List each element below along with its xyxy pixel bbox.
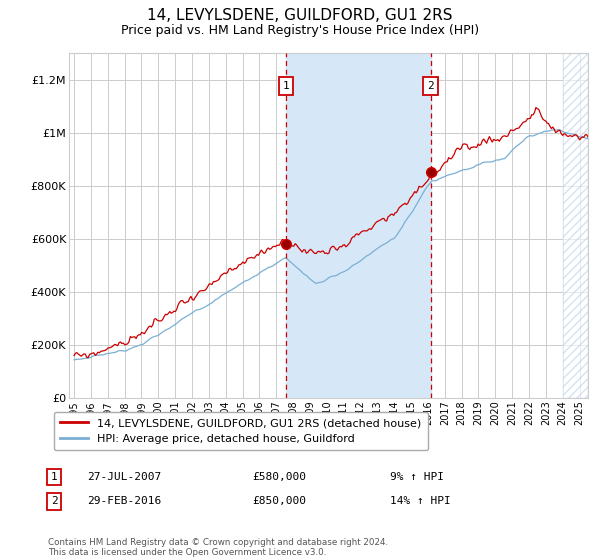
HPI: Average price, detached house, Guildford: (2.01e+03, 4.95e+05): Average price, detached house, Guildford… (348, 263, 355, 270)
Text: 14% ↑ HPI: 14% ↑ HPI (390, 496, 451, 506)
Bar (286, 53, 431, 398)
Text: 29-FEB-2016: 29-FEB-2016 (87, 496, 161, 506)
HPI: Average price, detached house, Guildford: (2.02e+03, 7.91e+05): Average price, detached house, Guildford… (422, 185, 430, 192)
14, LEVYLSDENE, GUILDFORD, GU1 2RS (detached house) (178, 297, 185, 304)
14, LEVYLSDENE, GUILDFORD, GU1 2RS (detached house) (122, 341, 130, 348)
Text: £850,000: £850,000 (252, 496, 306, 506)
Text: 14, LEVYLSDENE, GUILDFORD, GU1 2RS: 14, LEVYLSDENE, GUILDFORD, GU1 2RS (147, 8, 453, 24)
Text: Price paid vs. HM Land Registry's House Price Index (HPI): Price paid vs. HM Land Registry's House … (121, 24, 479, 36)
Text: £580,000: £580,000 (252, 472, 306, 482)
HPI: Average price, detached house, Guildford: (2e+03, 1.75e+05): Average price, detached house, Guildford… (121, 348, 128, 354)
HPI: Average price, detached house, Guildford: (2e+03, 2.9e+05): Average price, detached house, Guildford… (176, 318, 183, 324)
14, LEVYLSDENE, GUILDFORD, GU1 2RS (detached house) (70, 352, 77, 359)
Text: Contains HM Land Registry data © Crown copyright and database right 2024.
This d: Contains HM Land Registry data © Crown c… (48, 538, 388, 557)
Text: 27-JUL-2007: 27-JUL-2007 (87, 472, 161, 482)
Line: 14, LEVYLSDENE, GUILDFORD, GU1 2RS (detached house): 14, LEVYLSDENE, GUILDFORD, GU1 2RS (deta… (74, 108, 588, 358)
HPI: Average price, detached house, Guildford: (2.02e+03, 8.46e+05): Average price, detached house, Guildford… (451, 170, 458, 177)
Text: 2: 2 (427, 81, 434, 91)
14, LEVYLSDENE, GUILDFORD, GU1 2RS (detached house) (452, 147, 459, 153)
Text: 1: 1 (50, 472, 58, 482)
Text: 1: 1 (283, 81, 289, 91)
14, LEVYLSDENE, GUILDFORD, GU1 2RS (detached house) (85, 354, 92, 361)
14, LEVYLSDENE, GUILDFORD, GU1 2RS (detached house) (159, 316, 166, 323)
HPI: Average price, detached house, Guildford: (2.02e+03, 1.01e+06): Average price, detached house, Guildford… (555, 127, 562, 133)
HPI: Average price, detached house, Guildford: (2e+03, 1.43e+05): Average price, detached house, Guildford… (70, 357, 77, 363)
Text: 2: 2 (50, 496, 58, 506)
Text: 9% ↑ HPI: 9% ↑ HPI (390, 472, 444, 482)
14, LEVYLSDENE, GUILDFORD, GU1 2RS (detached house) (349, 234, 356, 240)
Line: HPI: Average price, detached house, Guildford: HPI: Average price, detached house, Guil… (74, 130, 588, 360)
14, LEVYLSDENE, GUILDFORD, GU1 2RS (detached house) (532, 104, 539, 111)
14, LEVYLSDENE, GUILDFORD, GU1 2RS (detached house) (584, 133, 592, 140)
Legend: 14, LEVYLSDENE, GUILDFORD, GU1 2RS (detached house), HPI: Average price, detache: 14, LEVYLSDENE, GUILDFORD, GU1 2RS (deta… (53, 412, 428, 450)
Bar (563, 53, 588, 398)
HPI: Average price, detached house, Guildford: (2.03e+03, 9.78e+05): Average price, detached house, Guildford… (584, 136, 592, 142)
14, LEVYLSDENE, GUILDFORD, GU1 2RS (detached house) (424, 178, 431, 184)
HPI: Average price, detached house, Guildford: (2e+03, 2.44e+05): Average price, detached house, Guildford… (158, 330, 165, 337)
